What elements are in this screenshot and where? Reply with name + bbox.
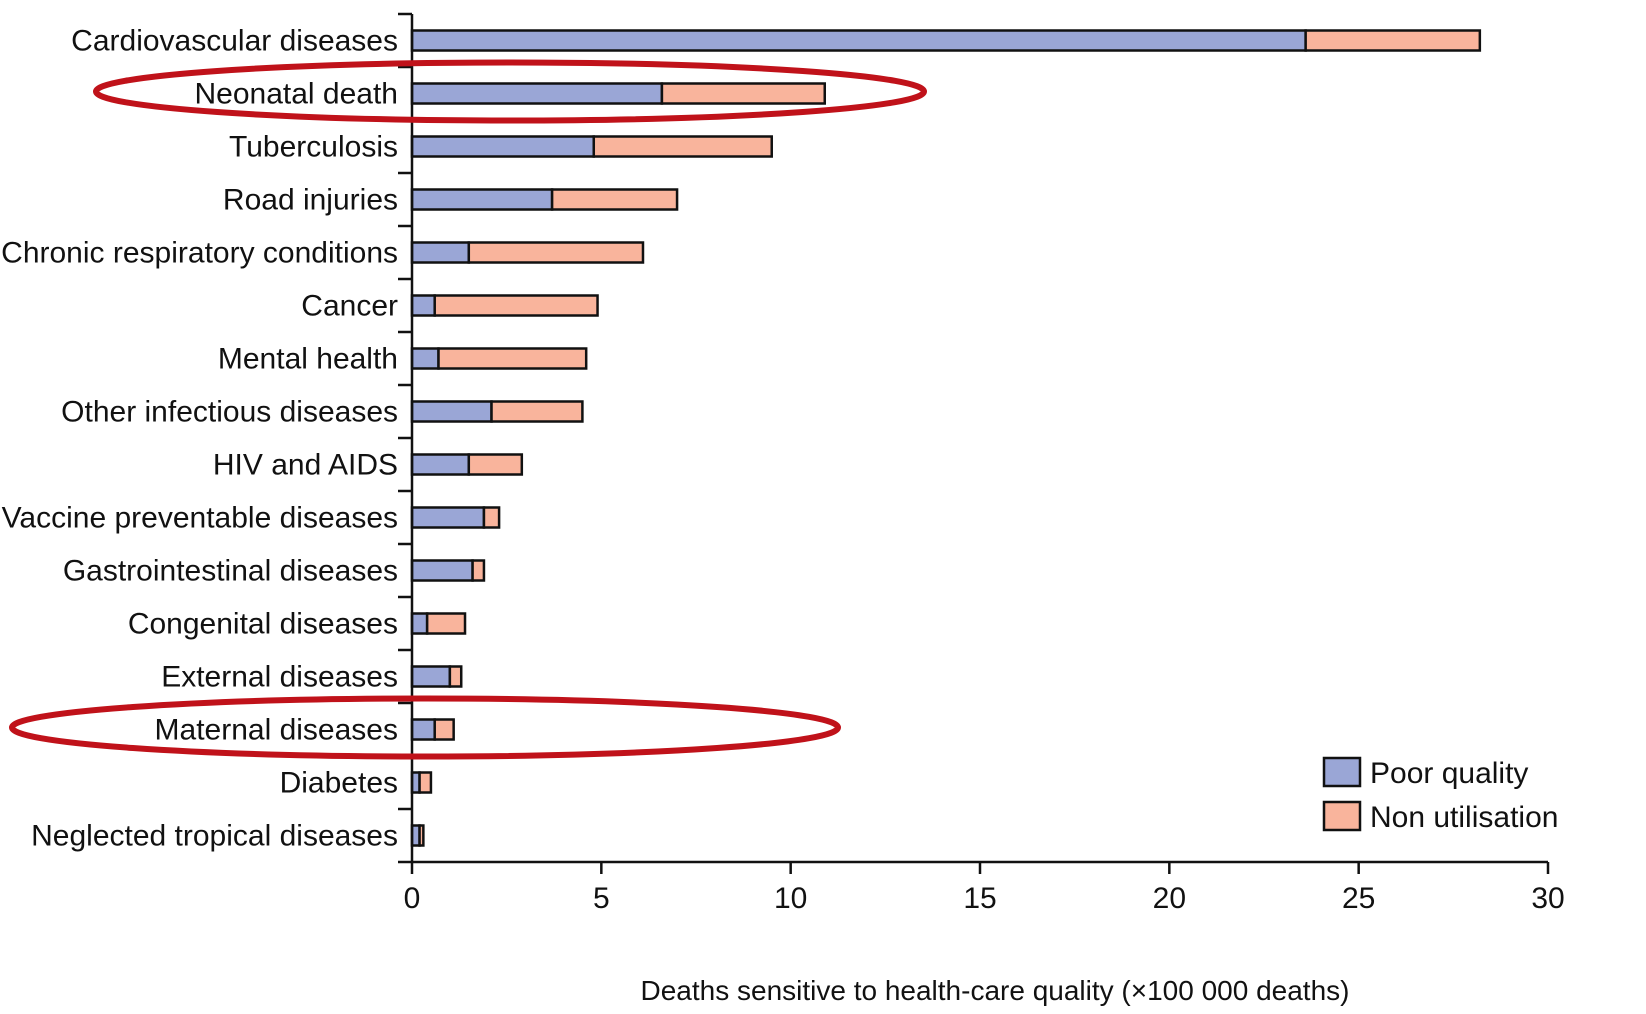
bar-poor-quality [410, 559, 474, 582]
bar-poor-quality [410, 294, 436, 317]
category-label: Neglected tropical diseases [31, 820, 398, 853]
category-label: Diabetes [280, 767, 398, 800]
bar-poor-quality [410, 718, 436, 741]
bar-non-utilisation [418, 824, 425, 847]
highlight-ellipse [9, 695, 841, 760]
x-tick-label: 20 [1153, 882, 1186, 915]
category-label: Vaccine preventable diseases [2, 502, 398, 535]
bar-non-utilisation [482, 506, 501, 529]
category-label: Congenital diseases [128, 608, 398, 641]
bar-non-utilisation [467, 453, 524, 476]
bar-non-utilisation [418, 771, 433, 794]
category-label: Mental health [218, 343, 398, 376]
category-label: Maternal diseases [155, 714, 398, 747]
x-tick-label: 30 [1531, 882, 1564, 915]
legend-label: Poor quality [1370, 757, 1528, 790]
bar-poor-quality [410, 506, 486, 529]
bar-poor-quality [410, 665, 452, 688]
bar-non-utilisation [592, 135, 773, 158]
category-labels-group: Cardiovascular diseases Neonatal death Tub… [1, 25, 398, 853]
x-tick-label: 10 [774, 882, 807, 915]
bar-poor-quality [410, 241, 471, 264]
category-label: Road injuries [223, 184, 398, 217]
y-ticks-group [398, 12, 412, 864]
x-axis-title: Deaths sensitive to health-care quality … [641, 975, 1350, 1006]
category-label: HIV and AIDS [213, 449, 398, 482]
bars-group [410, 29, 1482, 847]
bar-poor-quality [410, 135, 596, 158]
category-label: Cardiovascular diseases [71, 25, 398, 58]
category-label: Other infectious diseases [61, 396, 398, 429]
legend: Poor quality Non utilisation [1322, 756, 1558, 834]
x-tick-label: 0 [404, 882, 421, 915]
legend-label: Non utilisation [1370, 801, 1558, 834]
category-label: Tuberculosis [229, 131, 398, 164]
legend-swatch-poor-quality [1322, 756, 1362, 788]
category-label: Neonatal death [195, 78, 399, 111]
bar-poor-quality [410, 453, 471, 476]
x-tick-label: 25 [1342, 882, 1375, 915]
x-tick-label: 5 [593, 882, 610, 915]
highlight-ellipses-group [9, 59, 927, 760]
bar-non-utilisation [1304, 29, 1482, 52]
legend-swatch-non-utilisation [1322, 800, 1362, 832]
bar-non-utilisation [550, 188, 679, 211]
bar-non-utilisation [437, 347, 588, 370]
bar-non-utilisation [471, 559, 486, 582]
bar-non-utilisation [467, 241, 645, 264]
x-tick-label: 15 [963, 882, 996, 915]
bar-poor-quality [410, 29, 1307, 52]
category-label: Chronic respiratory conditions [1, 237, 398, 270]
highlight-ellipse [93, 59, 927, 124]
bar-non-utilisation [433, 294, 599, 317]
bar-poor-quality [410, 612, 429, 635]
bar-poor-quality [410, 82, 664, 105]
bar-poor-quality [410, 188, 554, 211]
bar-non-utilisation [425, 612, 467, 635]
bar-non-utilisation [433, 718, 455, 741]
bar-poor-quality [410, 400, 493, 423]
bar-non-utilisation [490, 400, 584, 423]
bar-non-utilisation [448, 665, 463, 688]
category-label: External diseases [161, 661, 398, 694]
category-label: Gastrointestinal diseases [63, 555, 398, 588]
x-ticks-group: 0 5 10 15 20 25 30 [404, 862, 1565, 915]
bar-non-utilisation [660, 82, 826, 105]
category-label: Cancer [301, 290, 398, 323]
bar-poor-quality [410, 347, 440, 370]
